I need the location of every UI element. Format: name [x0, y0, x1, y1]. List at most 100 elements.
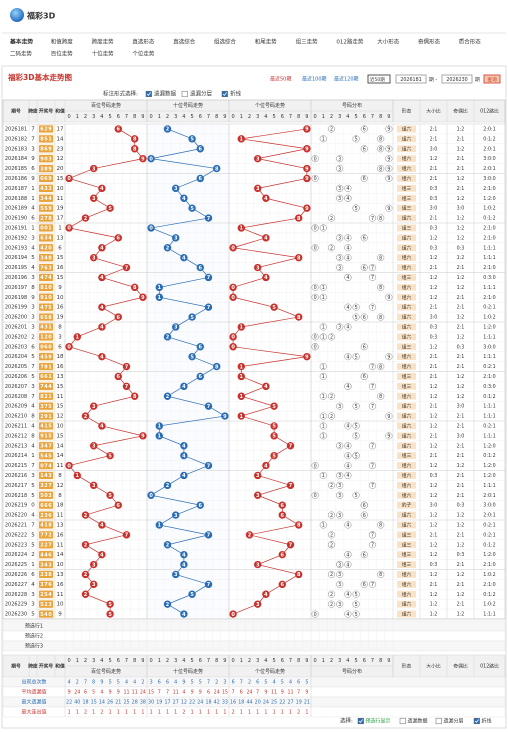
- nav-item[interactable]: 二码走势: [10, 50, 33, 58]
- dist-digit: 6: [363, 513, 366, 519]
- nav-item[interactable]: 012路走势: [336, 38, 363, 46]
- nav-item[interactable]: 跨度走势: [92, 38, 115, 46]
- ball-digit: 3: [174, 325, 178, 331]
- checkbox[interactable]: [145, 90, 152, 98]
- big_small: 1:2: [430, 295, 438, 301]
- number-digit: 4: [44, 384, 48, 390]
- input-to-text[interactable]: 2026230: [446, 77, 467, 83]
- range-link[interactable]: 最近100期: [302, 76, 327, 83]
- footer-option[interactable]: 遗漏数据: [408, 718, 428, 725]
- option-text[interactable]: 遗漏数据: [154, 90, 177, 98]
- ball-digit: 6: [281, 503, 285, 509]
- nav-item[interactable]: 大小形态: [377, 38, 400, 46]
- dist-mark: [377, 254, 385, 262]
- span: 1: [31, 186, 35, 192]
- issue: 2026189: [5, 206, 27, 212]
- dist-mark: [319, 372, 327, 381]
- dist-digit: 0: [314, 493, 317, 499]
- ball-digit: 4: [182, 384, 186, 390]
- odd_even: 1:2: [457, 315, 465, 321]
- stats-value: 21: [304, 700, 310, 706]
- shape: 组六: [402, 601, 412, 608]
- shape-box: [397, 600, 416, 608]
- span: 6: [31, 166, 35, 172]
- stats-value: 1: [256, 710, 259, 716]
- header-digit: 9: [305, 114, 308, 120]
- number-digit: 5: [44, 592, 48, 598]
- span: 5: [31, 612, 35, 618]
- big_small: 2:1: [430, 126, 438, 132]
- issue: 2026192: [5, 235, 27, 241]
- nav-item[interactable]: 组三走势: [296, 38, 319, 46]
- option-text[interactable]: 折线: [230, 90, 242, 98]
- ball: [90, 580, 98, 589]
- footer-option[interactable]: 折线: [482, 718, 492, 725]
- ball-digit: 7: [207, 216, 211, 222]
- nav-item[interactable]: 基本走势: [9, 38, 33, 46]
- number-digit: 0: [40, 344, 44, 350]
- checkbox[interactable]: [473, 717, 480, 725]
- nav-item[interactable]: 个位走势: [132, 50, 155, 58]
- input-from[interactable]: [395, 74, 427, 84]
- checkbox[interactable]: [399, 717, 406, 725]
- select-text[interactable]: 近50期: [370, 76, 385, 83]
- preselect-row[interactable]: [2, 620, 506, 632]
- big_small: 2:1: [430, 404, 438, 410]
- stats-value: 6: [240, 690, 243, 696]
- checkbox[interactable]: [221, 90, 228, 98]
- stats-value: 2: [84, 710, 87, 716]
- query-button-text[interactable]: 查询: [487, 76, 497, 83]
- dist-mark: [344, 561, 352, 569]
- nav-item[interactable]: 组选综合: [214, 38, 237, 46]
- preselect-label: 预选行2: [25, 633, 43, 640]
- dist-digit: 3: [338, 513, 341, 519]
- input-to[interactable]: [441, 74, 473, 84]
- header-digit: 3: [338, 658, 341, 664]
- dist-digit: 2: [330, 572, 333, 578]
- nav-item[interactable]: 直选综合: [173, 38, 196, 46]
- ball: [81, 541, 90, 549]
- footer-option[interactable]: 遗漏分层: [444, 718, 464, 725]
- nav-item[interactable]: 直选形态: [132, 38, 155, 46]
- preselect-row[interactable]: [2, 640, 506, 652]
- header-group: 号码分布: [342, 668, 362, 675]
- range-link[interactable]: 最近50期: [270, 76, 291, 83]
- road: 1:2:0: [483, 196, 495, 202]
- number-box: [39, 293, 53, 301]
- road: 3:0:0: [483, 156, 495, 162]
- nav-item[interactable]: 和尾走势: [255, 38, 278, 46]
- ball-digit: 0: [231, 285, 235, 291]
- checkbox[interactable]: [357, 717, 364, 725]
- checkbox[interactable]: [435, 717, 442, 725]
- input-from-text[interactable]: 2026181: [400, 77, 421, 83]
- range-link[interactable]: 最近120期: [334, 76, 359, 83]
- ball: [196, 145, 204, 153]
- header-digit: 8: [215, 114, 218, 120]
- big_small: 1:2: [430, 463, 438, 469]
- shape: 组六: [402, 571, 412, 578]
- big_small: 1:2: [430, 285, 438, 291]
- ball-digit: 4: [100, 552, 104, 558]
- footer-option[interactable]: 预选行显示: [366, 718, 391, 725]
- stats-value: 26: [107, 700, 113, 706]
- nav-item[interactable]: 奇偶形态: [418, 38, 441, 46]
- option-text[interactable]: 遗漏分层: [190, 90, 213, 98]
- nav-item[interactable]: 质合形态: [459, 38, 482, 46]
- number-digit: 5: [40, 602, 44, 608]
- query-button[interactable]: [483, 74, 501, 84]
- nav-item[interactable]: 十位走势: [92, 50, 115, 58]
- shape-box: [397, 561, 416, 568]
- panel: [1, 65, 507, 729]
- number-digit: 6: [44, 146, 48, 152]
- ball: [237, 362, 245, 371]
- nav-item[interactable]: 和值跨度: [51, 38, 74, 46]
- nav-item[interactable]: 百位走势: [51, 50, 74, 58]
- stats-value: 9: [182, 680, 185, 686]
- ball: [262, 194, 270, 202]
- preselect-row[interactable]: [2, 630, 506, 642]
- checkbox[interactable]: [181, 90, 188, 98]
- dist-digit: 3: [338, 196, 341, 202]
- header-digit: 1: [76, 658, 79, 664]
- ball: [229, 244, 237, 252]
- select[interactable]: [367, 74, 391, 84]
